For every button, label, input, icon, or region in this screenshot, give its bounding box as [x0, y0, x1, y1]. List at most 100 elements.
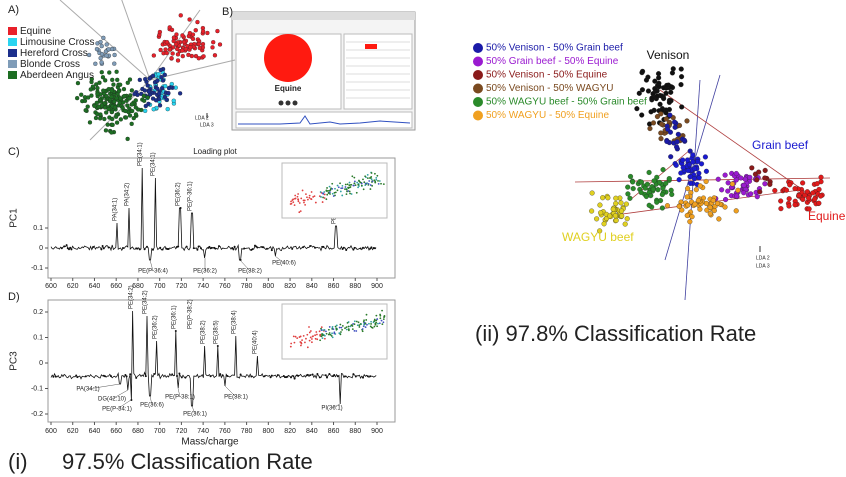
scatter-dot: [112, 100, 116, 104]
scatter-dot: [143, 77, 147, 81]
inset-dot: [365, 326, 367, 328]
scatter-dot: [749, 165, 754, 170]
scatter-dot: [664, 91, 669, 96]
inset-dot: [327, 190, 329, 192]
scatter-dot: [195, 20, 199, 24]
scatter-dot: [651, 120, 656, 125]
scatter-dot: [92, 104, 96, 108]
scatter-dot: [787, 204, 792, 209]
inset-dot: [346, 326, 348, 328]
legend-swatch: [473, 84, 483, 94]
inset-dot: [329, 326, 331, 328]
x-tick-label: 660: [110, 428, 122, 435]
x-tick-label: 620: [67, 283, 79, 290]
inset-dot: [307, 199, 309, 201]
group-label: Venison: [647, 48, 690, 62]
inset-dot: [346, 193, 348, 195]
inset-dot: [292, 198, 294, 200]
scatter-dot: [657, 180, 662, 185]
scatter-dot: [188, 18, 192, 22]
scatter-dot: [94, 116, 98, 120]
inset-dot: [374, 182, 376, 184]
scatter-dot: [130, 88, 134, 92]
scatter-dot: [819, 175, 824, 180]
inset-dot: [312, 335, 314, 337]
legend-swatch: [473, 70, 483, 80]
inset-dot: [326, 194, 328, 196]
inset-dot: [331, 335, 333, 337]
scatter-dot: [143, 109, 147, 113]
x-tick-label: 760: [219, 283, 231, 290]
result-label: Equine: [275, 84, 302, 93]
inset-dot: [374, 320, 376, 322]
scatter-dot: [659, 122, 664, 127]
peak-label: PE(34:1): [138, 142, 144, 166]
inset-dot: [353, 177, 355, 179]
scatter-dot: [197, 42, 201, 46]
scatter-dot: [805, 189, 810, 194]
scatter-dot: [778, 199, 783, 204]
axis-label: LDA 2: [756, 255, 770, 261]
scatter-dot: [734, 208, 739, 213]
scatter-dot: [667, 176, 672, 181]
x-tick-label: 780: [241, 428, 253, 435]
scatter-dot: [613, 201, 618, 206]
scatter-dot: [690, 160, 695, 165]
scatter-dot: [605, 195, 610, 200]
scatter-dot: [155, 87, 159, 91]
inset-dot: [345, 184, 347, 186]
scatter-dot: [685, 119, 690, 124]
scatter-dot: [102, 117, 106, 121]
y-tick-label: 0.1: [33, 225, 43, 232]
x-tick-label: 600: [45, 283, 57, 290]
inset-dot: [378, 183, 380, 185]
scatter-dot: [186, 53, 190, 57]
x-tick-label: 840: [306, 428, 318, 435]
inset-dot: [347, 322, 349, 324]
inset-dot: [352, 328, 354, 330]
scatter-dot: [128, 96, 132, 100]
scatter-dot: [619, 214, 624, 219]
scatter-dot: [191, 37, 195, 41]
y-axis-title: PC1: [9, 208, 20, 228]
scatter-dot: [681, 165, 686, 170]
inset-dot: [321, 329, 323, 331]
inset-dot: [351, 175, 353, 177]
scatter-dot: [755, 194, 760, 199]
inset-dot: [365, 183, 367, 185]
group-label: Grain beef: [752, 138, 809, 152]
scatter-dot: [614, 218, 619, 223]
y-tick-label: -0.1: [31, 265, 43, 272]
scatter-dot: [793, 202, 798, 207]
legend-label: Aberdeen Angus: [20, 70, 94, 81]
inset-dot: [367, 177, 369, 179]
scatter-dot: [165, 98, 169, 102]
inset-dot: [348, 329, 350, 331]
scatter-dot: [179, 13, 183, 17]
inset-dot: [363, 188, 365, 190]
scatter-dot: [797, 193, 802, 198]
scatter-dot: [107, 71, 111, 75]
inset-dot: [374, 326, 376, 328]
inset-dot: [295, 336, 297, 338]
scatter-dot: [101, 36, 105, 40]
peak-label: PI(36:1): [321, 406, 342, 412]
x-axis-title: Mass/charge: [181, 437, 239, 448]
scatter-dot: [110, 117, 114, 121]
inset-dot: [361, 183, 363, 185]
scatter-dot: [698, 207, 703, 212]
scatter-dot: [97, 81, 101, 85]
button: [293, 101, 298, 106]
scatter-dot: [667, 100, 672, 105]
scatter-dot: [147, 90, 151, 94]
scatter-dot: [111, 123, 115, 127]
x-tick-label: 800: [262, 428, 274, 435]
scatter-dot: [754, 177, 759, 182]
scatter-dot: [680, 158, 685, 163]
inset-dot: [340, 331, 342, 333]
scatter-dot: [110, 78, 114, 82]
peak-label: PA(34:2): [125, 183, 131, 206]
inset-dot: [364, 322, 366, 324]
legend-swatch: [8, 60, 17, 68]
scatter-dot: [679, 105, 684, 110]
